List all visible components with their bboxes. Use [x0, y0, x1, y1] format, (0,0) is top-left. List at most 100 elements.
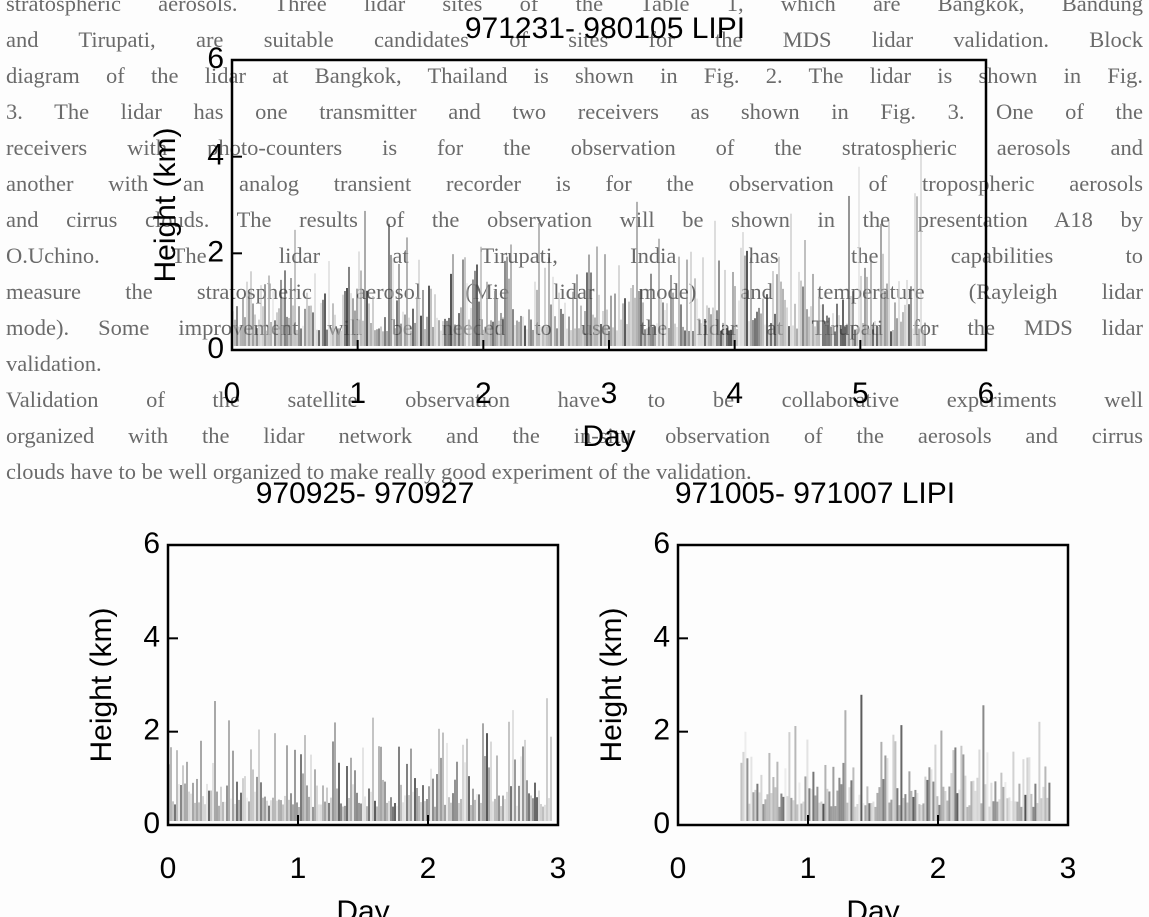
lidar-signal: [292, 804, 294, 821]
lidar-signal: [288, 799, 290, 821]
lidar-signal: [408, 795, 410, 821]
lidar-signal: [526, 780, 528, 821]
lidar-signal: [272, 291, 274, 346]
lidar-signal: [182, 765, 184, 821]
lidar-signal: [458, 802, 460, 821]
lidar-signal: [482, 723, 484, 821]
lidar-signal: [306, 785, 308, 821]
lidar-signal: [612, 327, 614, 346]
lidar-signal: [340, 803, 342, 821]
lidar-signal: [1042, 786, 1045, 821]
lidar-signal: [480, 246, 482, 346]
lidar-signal: [186, 761, 188, 821]
lidar-signal: [220, 786, 222, 821]
lidar-signal: [906, 279, 908, 346]
lidar-signal: [264, 796, 266, 821]
lidar-signal: [392, 806, 394, 821]
lidar-signal: [332, 741, 334, 821]
lidar-signal: [952, 750, 955, 821]
lidar-signal: [326, 787, 328, 821]
lidar-signal: [988, 806, 991, 821]
lidar-signal: [842, 299, 844, 346]
lidar-signal: [528, 309, 530, 346]
lidar-signal: [614, 293, 616, 346]
lidar-signal: [524, 739, 526, 821]
lidar-signal: [268, 275, 270, 346]
lidar-signal: [230, 798, 232, 821]
lidar-signal: [948, 786, 951, 821]
lidar-signal: [1032, 806, 1035, 821]
text-line: Validation of the satellite observation …: [6, 387, 1143, 412]
lidar-signal: [766, 794, 769, 821]
lidar-signal: [892, 734, 895, 821]
lidar-signal: [288, 317, 290, 346]
lidar-signal: [208, 790, 210, 821]
lidar-signal: [762, 298, 764, 346]
lidar-signal: [694, 278, 696, 346]
lidar-signal: [338, 328, 340, 346]
lidar-signal: [488, 767, 490, 821]
lidar-signal: [658, 238, 660, 346]
lidar-signal: [662, 302, 664, 346]
lidar-signal: [942, 786, 945, 821]
lidar-signal: [962, 754, 965, 821]
lidar-signal: [332, 303, 334, 346]
lidar-signal: [710, 314, 712, 346]
lidar-signal: [468, 776, 470, 821]
lidar-signal: [698, 318, 700, 346]
lidar-signal: [920, 139, 922, 346]
lidar-signal: [600, 323, 602, 346]
lidar-signal: [676, 327, 678, 346]
lidar-signal: [490, 741, 492, 821]
lidar-signal: [862, 323, 864, 346]
lidar-signal: [874, 806, 877, 821]
lidar-signal: [238, 326, 240, 346]
lidar-signal: [842, 762, 845, 821]
lidar-signal: [364, 796, 366, 821]
lidar-signal: [370, 322, 372, 346]
lidar-signal: [444, 318, 446, 346]
lidar-signal: [910, 286, 912, 346]
lidar-signal: [702, 257, 704, 346]
lidar-signal: [342, 294, 344, 346]
x-tick-label: 2: [420, 852, 437, 885]
lidar-signal: [312, 312, 314, 346]
lidar-signal: [780, 793, 783, 821]
lidar-signal: [354, 770, 356, 821]
lidar-signal: [494, 290, 496, 346]
lidar-signal: [398, 746, 400, 821]
lidar-signal: [822, 304, 824, 346]
lidar-signal: [420, 802, 422, 821]
lidar-signal: [256, 776, 258, 821]
lidar-signal: [500, 312, 502, 346]
lidar-signal: [530, 795, 532, 821]
lidar-signal: [468, 319, 470, 346]
lidar-signal: [484, 756, 486, 821]
lidar-signal: [648, 327, 650, 346]
lidar-signal: [470, 307, 472, 346]
lidar-signal: [318, 804, 320, 821]
lidar-signal: [228, 720, 230, 821]
lidar-signal: [336, 788, 338, 821]
y-tick-label: 0: [207, 332, 224, 365]
lidar-signal: [832, 313, 834, 346]
lidar-signal: [342, 806, 344, 821]
lidar-signal: [218, 805, 220, 821]
lidar-signal: [260, 782, 262, 821]
lidar-signal: [178, 784, 180, 821]
lidar-signal: [660, 297, 662, 346]
lidar-signal: [474, 799, 476, 821]
lidar-signal: [792, 325, 794, 346]
lidar-signal: [452, 793, 454, 821]
lidar-signal: [568, 316, 570, 346]
lidar-signal: [726, 328, 728, 346]
lidar-signal: [244, 317, 246, 346]
lidar-signal: [578, 328, 580, 346]
lidar-signal: [738, 300, 740, 346]
lidar-signal: [932, 781, 935, 821]
lidar-signal: [824, 764, 827, 821]
lidar-signal: [950, 773, 953, 821]
lidar-signal: [890, 331, 892, 346]
lidar-signal: [442, 732, 444, 821]
y-axis-label: Height (km): [595, 607, 628, 762]
